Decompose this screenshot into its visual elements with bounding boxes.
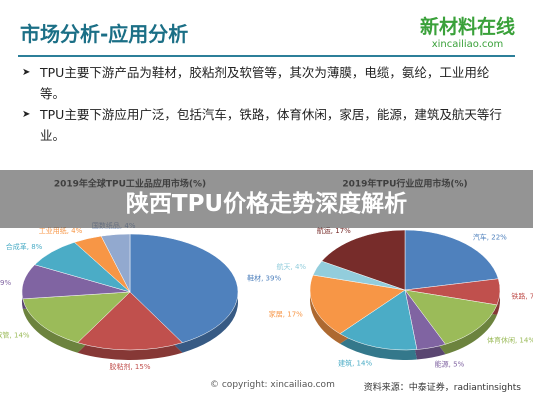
- slice-label: 航天, 4%: [277, 262, 307, 271]
- slice-label: 航运, 17%: [317, 226, 351, 235]
- slide-title: 市场分析-应用分析: [20, 22, 189, 46]
- bullet-list: TPU主要下游产品为鞋材，胶粘剂及软管等，其次为薄膜，电缆，氨纶，工业用纶等。 …: [22, 62, 510, 146]
- slice-label: 铁路, 7%: [511, 291, 533, 300]
- slice-label: 建筑, 14%: [338, 359, 372, 368]
- divider: [18, 55, 515, 57]
- slice: [22, 291, 131, 343]
- slice-label: 汽车, 22%: [473, 233, 507, 242]
- slice-label: 体育休闲, 14%: [487, 336, 533, 345]
- slice-label: 鞋材, 39%: [247, 273, 281, 282]
- slice-label: 工业用纸, 4%: [39, 226, 83, 235]
- slice-label: 胶粘剂, 15%: [109, 362, 150, 371]
- source: 资料来源：中泰证券，radiantinsights: [363, 383, 521, 393]
- logo-text: 新材料在线: [419, 16, 515, 38]
- slice-label: 家居, 17%: [269, 309, 303, 318]
- slice-label: 薄膜, 9%: [0, 278, 11, 287]
- slice: [129, 233, 239, 343]
- bullet: TPU主要下游应用广泛，包括汽车，铁路，体育休闲，家居，能源，建筑及航天等行业。: [22, 104, 510, 146]
- slice-label: 合成革, 8%: [6, 242, 43, 251]
- slice: [404, 289, 498, 345]
- slice: [100, 233, 131, 293]
- slice: [339, 289, 418, 351]
- slice: [77, 291, 183, 351]
- copyright: © copyright: xincailiao.com: [210, 380, 335, 390]
- slice-label: 软管, 14%: [0, 330, 30, 339]
- slice: [309, 274, 406, 335]
- logo-url: xincailiao.com: [431, 39, 504, 50]
- slice-label: 能源, 5%: [435, 359, 465, 368]
- logo: 新材料在线 xincailiao.com: [420, 12, 515, 50]
- banner-text: 陕西TPU价格走势深度解析: [125, 191, 408, 217]
- slice: [321, 229, 406, 291]
- bullet: TPU主要下游产品为鞋材，胶粘剂及软管等，其次为薄膜，电缆，氨纶，工业用纶等。: [22, 62, 510, 104]
- banner: [0, 170, 533, 228]
- slice: [404, 229, 499, 291]
